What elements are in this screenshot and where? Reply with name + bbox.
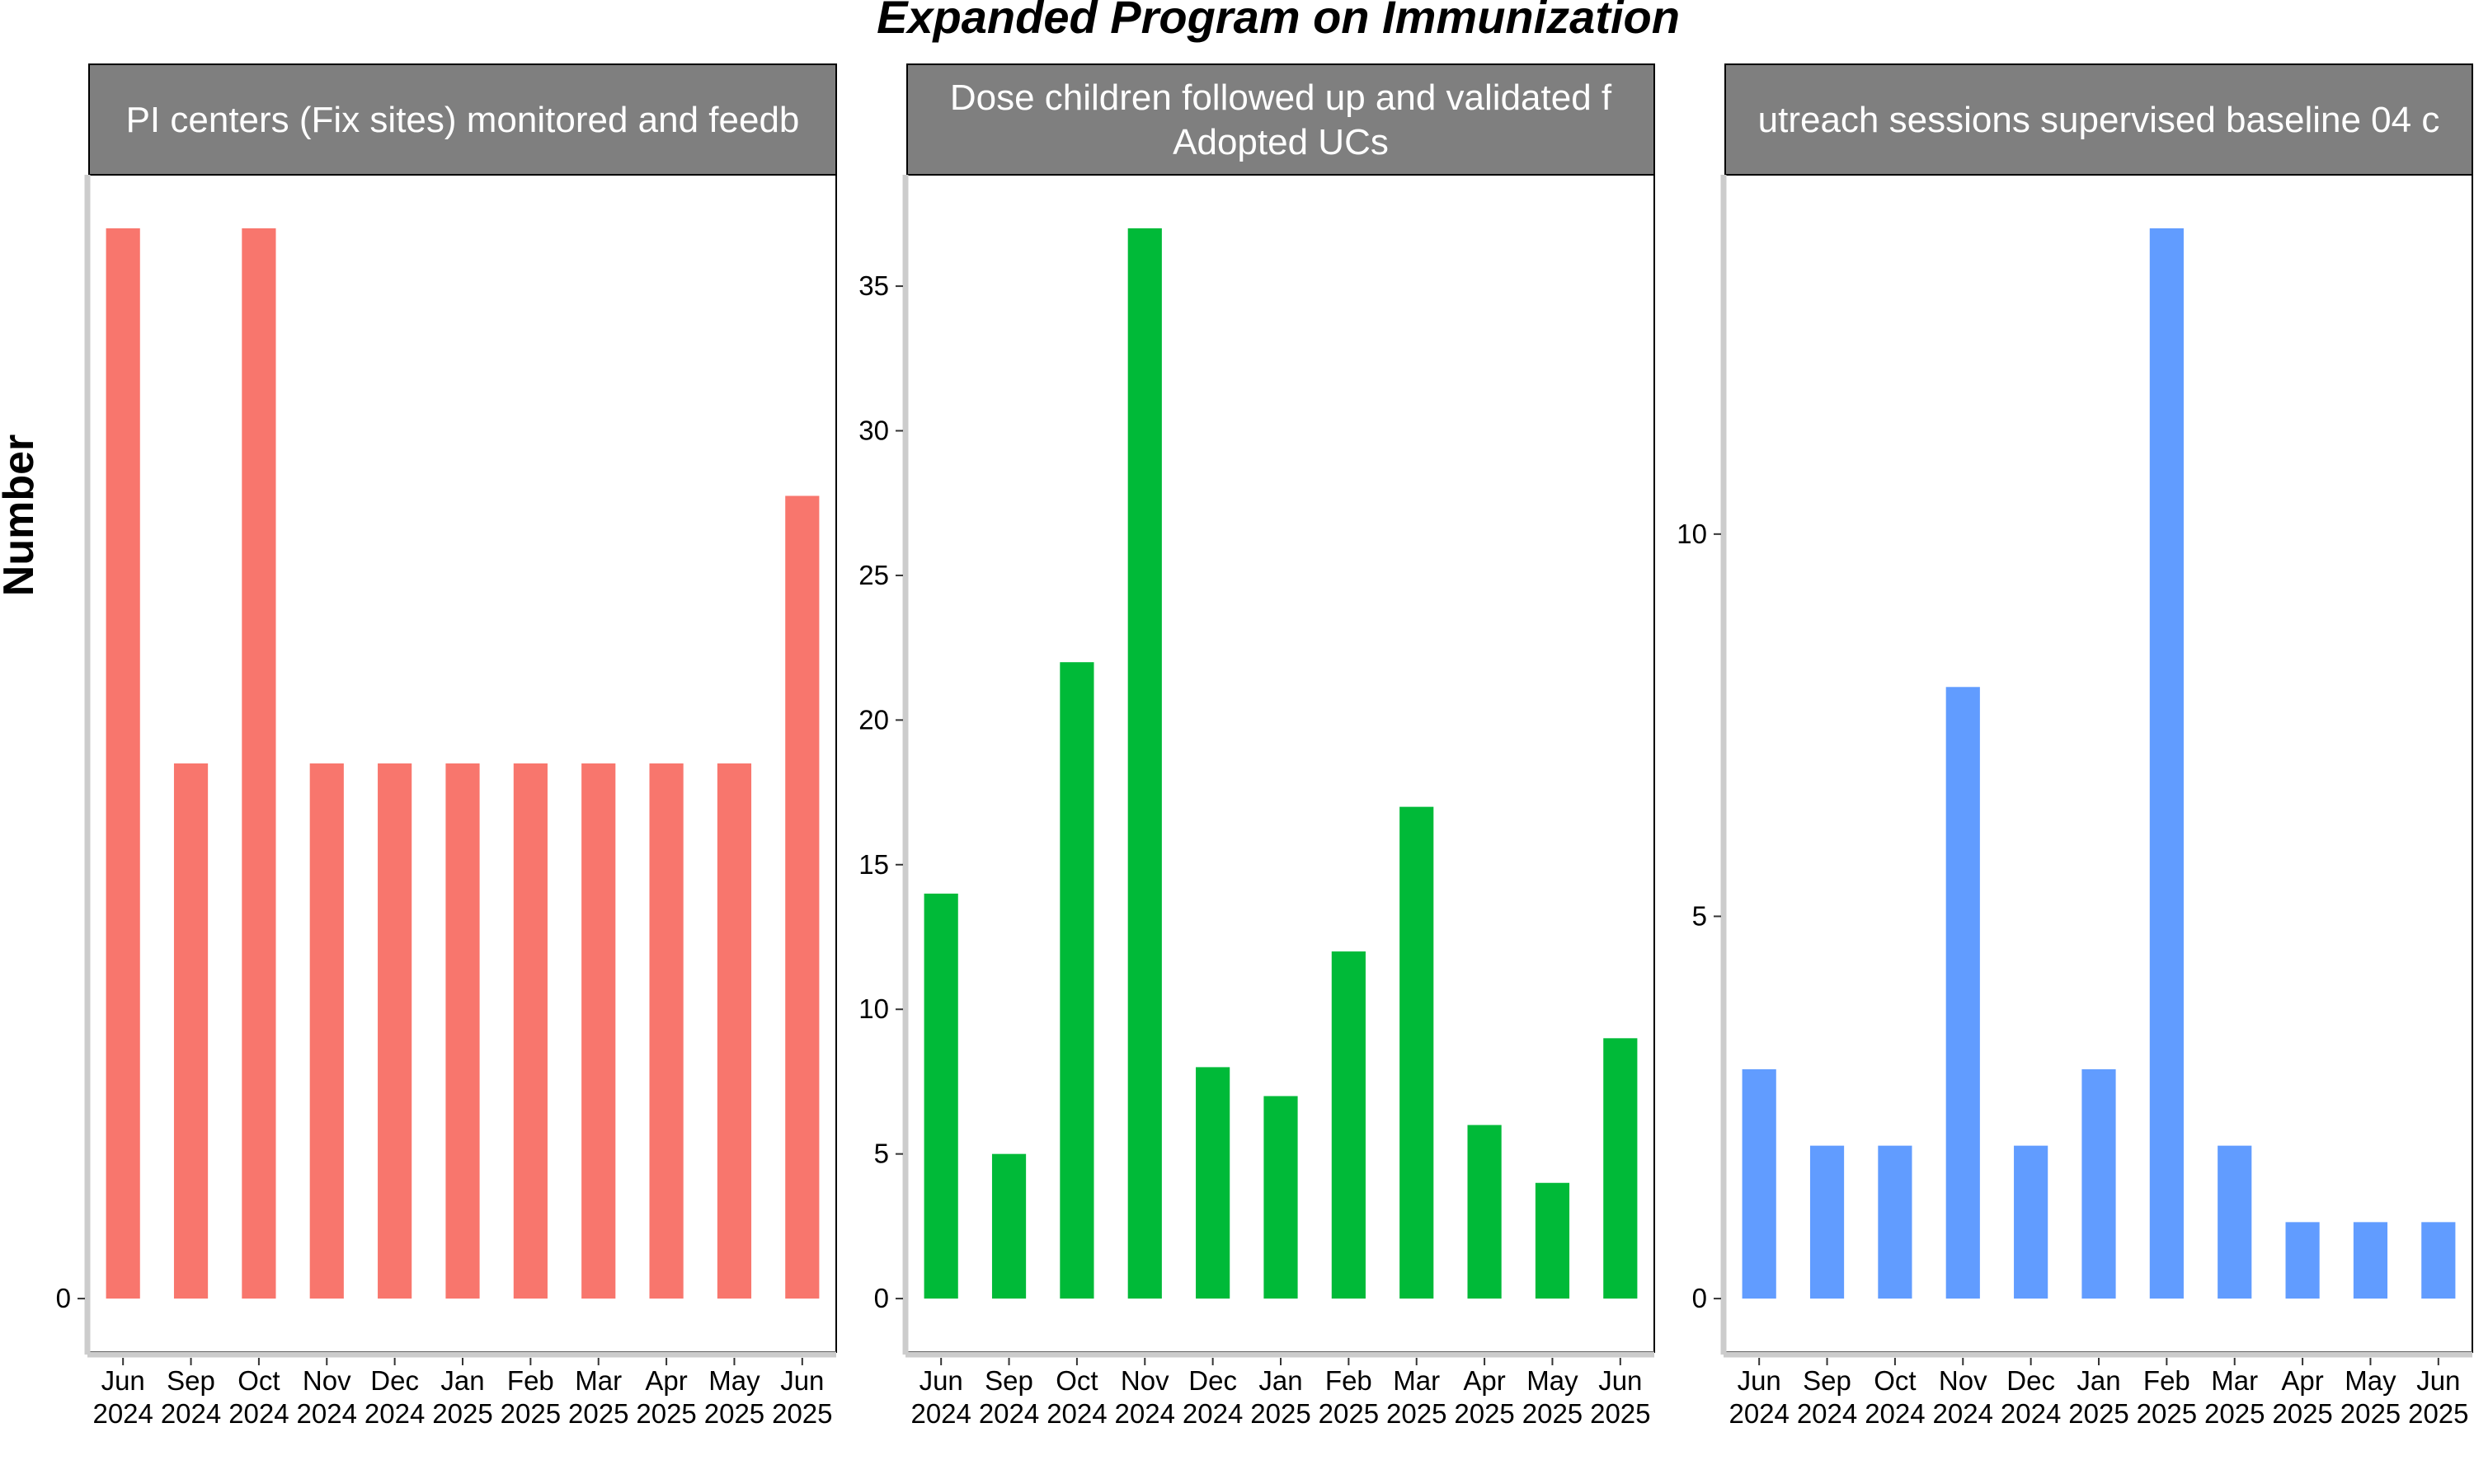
bar (2014, 1145, 2048, 1299)
bar (1196, 1067, 1230, 1299)
y-tick-label: 25 (858, 560, 889, 590)
bar (2218, 1145, 2252, 1299)
facet-strip-background (906, 63, 1655, 176)
facet-panel-1: PI centers (Fix sites) monitored and fee… (56, 63, 837, 1429)
x-tick-label: Jun 2025 (772, 1365, 832, 1429)
x-tick-label: Oct 2024 (228, 1365, 289, 1429)
bar (173, 763, 209, 1299)
bar (1535, 1182, 1570, 1299)
bar (1127, 228, 1162, 1299)
x-tick-label: May 2025 (1522, 1365, 1583, 1429)
bar (1603, 1038, 1638, 1299)
bar (1742, 1068, 1776, 1299)
x-tick-label: Dec 2024 (1183, 1365, 1243, 1429)
y-tick-label: 5 (874, 1139, 889, 1169)
bar (1809, 1145, 1845, 1299)
bar (513, 763, 548, 1299)
bar (378, 763, 412, 1299)
y-axis-label: Number (0, 434, 43, 596)
x-tick-label: Feb 2025 (1319, 1365, 1379, 1429)
bar (2421, 1222, 2456, 1299)
bar (309, 763, 344, 1299)
y-tick-label: 0 (1692, 1283, 1707, 1313)
y-tick-label: 30 (858, 416, 889, 446)
bar (924, 893, 958, 1299)
x-tick-label: Apr 2025 (1454, 1365, 1514, 1429)
x-tick-label: Nov 2024 (1933, 1365, 1993, 1429)
bar (1263, 1096, 1298, 1299)
facet-strip-title: Adopted UCs (1173, 122, 1389, 162)
bar (581, 763, 616, 1299)
x-tick-label: Apr 2025 (636, 1365, 696, 1429)
bar (2081, 1068, 2116, 1299)
bar (1060, 662, 1094, 1299)
x-tick-label: Jun 2024 (92, 1365, 153, 1429)
x-tick-label: Sep 2024 (1797, 1365, 1857, 1429)
x-tick-label: May 2025 (2340, 1365, 2401, 1429)
chart-title: Expanded Program on Immunization (877, 0, 1680, 43)
y-tick-label: 15 (858, 849, 889, 880)
bar (1878, 1145, 1912, 1299)
x-tick-label: Sep 2024 (161, 1365, 221, 1429)
bar (1467, 1125, 1502, 1299)
bar (445, 763, 480, 1299)
x-tick-label: Dec 2024 (365, 1365, 425, 1429)
bar (106, 228, 140, 1299)
facet-strip-title: Dose children followed up and validated … (950, 77, 1612, 118)
x-tick-label: Oct 2024 (1047, 1365, 1107, 1429)
x-tick-label: Jun 2025 (1590, 1365, 1650, 1429)
bar (785, 495, 820, 1299)
y-tick-label: 10 (858, 993, 889, 1024)
x-tick-label: Feb 2025 (501, 1365, 561, 1429)
bar (2353, 1222, 2388, 1299)
x-tick-label: Mar 2025 (568, 1365, 628, 1429)
x-tick-label: Feb 2025 (2137, 1365, 2197, 1429)
y-tick-label: 20 (858, 704, 889, 735)
y-tick-label: 0 (874, 1283, 889, 1313)
x-tick-label: Apr 2025 (2272, 1365, 2332, 1429)
bar (2285, 1222, 2320, 1299)
bar (717, 763, 752, 1299)
bar (1331, 951, 1366, 1299)
x-tick-label: Jan 2025 (432, 1365, 492, 1429)
y-tick-label: 0 (56, 1283, 71, 1313)
y-tick-label: 35 (858, 270, 889, 301)
facet-panel-3: utreach sessions supervised baseline 04 … (1677, 63, 2473, 1429)
x-tick-label: Jun 2024 (1729, 1365, 1789, 1429)
y-tick-label: 10 (1677, 519, 1707, 549)
bar (2149, 228, 2184, 1299)
x-tick-label: Jan 2025 (2068, 1365, 2128, 1429)
bar (242, 228, 276, 1299)
bar (649, 763, 684, 1299)
x-tick-label: Nov 2024 (297, 1365, 357, 1429)
x-tick-label: Mar 2025 (2204, 1365, 2265, 1429)
bar (991, 1153, 1027, 1299)
x-tick-label: Dec 2024 (2001, 1365, 2061, 1429)
x-tick-label: Jun 2025 (2408, 1365, 2468, 1429)
x-tick-label: Mar 2025 (1386, 1365, 1446, 1429)
x-tick-label: Oct 2024 (1865, 1365, 1925, 1429)
bar (1399, 806, 1434, 1299)
x-tick-label: Jan 2025 (1250, 1365, 1310, 1429)
facet-panels: PI centers (Fix sites) monitored and fee… (56, 63, 2473, 1429)
x-tick-label: Sep 2024 (979, 1365, 1039, 1429)
facet-strip-background (88, 63, 837, 176)
bar (1945, 687, 1980, 1299)
facet-panel-2: Dose children followed up and validated … (858, 63, 1655, 1429)
x-tick-label: Nov 2024 (1115, 1365, 1175, 1429)
facet-strip-title: PI centers (Fix sites) monitored and fee… (126, 100, 800, 140)
x-tick-label: May 2025 (704, 1365, 764, 1429)
y-tick-label: 5 (1692, 900, 1707, 931)
x-tick-label: Jun 2024 (910, 1365, 971, 1429)
facet-strip-title: utreach sessions supervised baseline 04 … (1758, 100, 2440, 140)
